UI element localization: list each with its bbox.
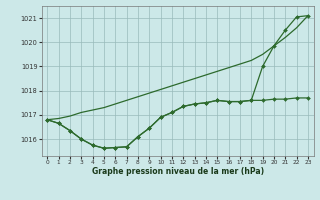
X-axis label: Graphe pression niveau de la mer (hPa): Graphe pression niveau de la mer (hPa) [92,167,264,176]
